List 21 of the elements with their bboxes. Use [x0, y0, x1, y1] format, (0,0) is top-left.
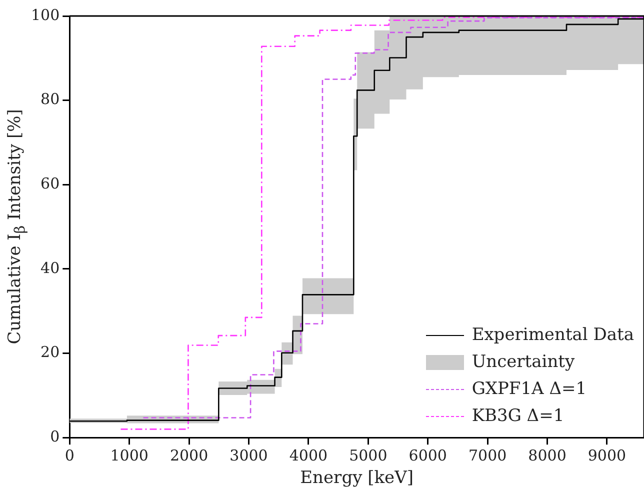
- x-tick-label: 8000: [528, 446, 566, 464]
- legend-label: KB3G Δ=1: [472, 406, 564, 426]
- x-tick-label: 9000: [588, 446, 626, 464]
- y-tick-label: 60: [40, 174, 60, 193]
- y-tick-label: 20: [40, 343, 60, 362]
- legend-label: GXPF1A Δ=1: [472, 379, 587, 400]
- x-tick-label: 4000: [289, 446, 328, 464]
- x-tick-label: 5000: [349, 446, 388, 464]
- x-axis-title: Energy [keV]: [300, 468, 414, 488]
- y-tick-label: 0: [50, 427, 60, 446]
- y-tick-label: 80: [40, 90, 60, 108]
- x-tick-label: 6000: [408, 446, 447, 464]
- x-tick-label: 3000: [230, 446, 268, 464]
- x-tick-label: 1000: [110, 446, 148, 464]
- legend-label: Uncertainty: [472, 352, 575, 372]
- x-tick-label: 0: [64, 446, 74, 464]
- y-tick-label: 100: [30, 6, 60, 24]
- x-tick-label: 2000: [170, 446, 208, 464]
- y-tick-label: 40: [40, 258, 60, 277]
- x-tick-label: 7000: [468, 446, 507, 464]
- legend-label: Experimental Data: [472, 325, 634, 346]
